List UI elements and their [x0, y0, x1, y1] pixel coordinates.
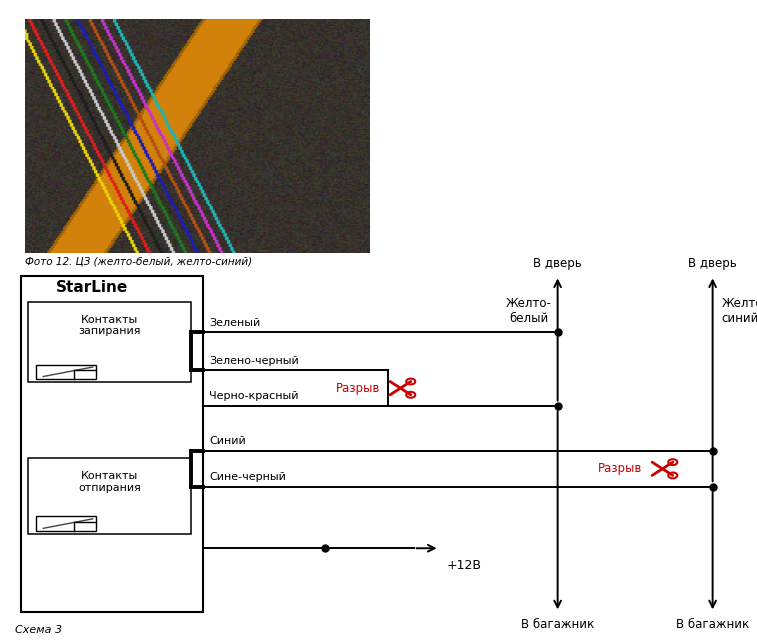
Bar — [36, 517, 96, 531]
Text: Синий: Синий — [209, 437, 246, 446]
Text: Черно-красный: Черно-красный — [209, 391, 299, 401]
Bar — [36, 365, 96, 379]
Text: Контакты
запирания: Контакты запирания — [79, 315, 141, 336]
Bar — [21, 276, 204, 612]
Text: Желто-
синий: Желто- синий — [721, 297, 757, 325]
Text: Зеленый: Зеленый — [209, 318, 260, 328]
Text: StarLine: StarLine — [56, 280, 128, 295]
Text: В багажник: В багажник — [521, 618, 594, 631]
Text: Разрыв: Разрыв — [336, 381, 381, 395]
Text: В багажник: В багажник — [676, 618, 749, 631]
Text: Зелено-черный: Зелено-черный — [209, 356, 299, 365]
Text: В дверь: В дверь — [533, 257, 582, 270]
Text: Сине-черный: Сине-черный — [209, 472, 286, 482]
Text: +12В: +12В — [447, 559, 482, 572]
Text: Схема 3: Схема 3 — [15, 625, 62, 635]
Text: Желто-
белый: Желто- белый — [506, 297, 552, 325]
Text: Фото 12. ЦЗ (желто-белый, желто-синий): Фото 12. ЦЗ (желто-белый, желто-синий) — [25, 256, 252, 267]
Text: В дверь: В дверь — [688, 257, 737, 270]
Bar — [29, 458, 191, 534]
Bar — [29, 301, 191, 382]
Text: Контакты
отпирания: Контакты отпирания — [78, 471, 141, 493]
Text: Разрыв: Разрыв — [598, 462, 643, 475]
